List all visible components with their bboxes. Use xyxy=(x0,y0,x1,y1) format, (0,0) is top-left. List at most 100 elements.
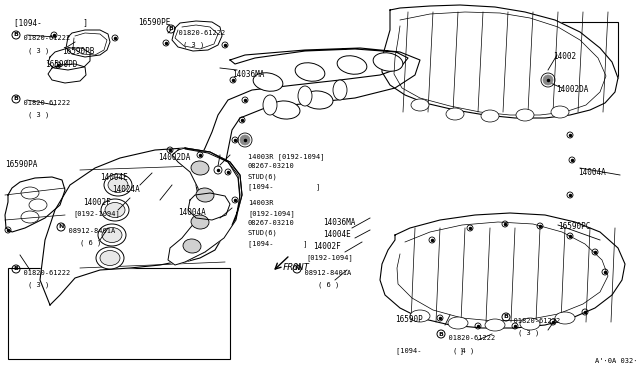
Text: A'·0A 032·: A'·0A 032· xyxy=(595,358,637,364)
Text: 08912-8401A: 08912-8401A xyxy=(60,228,115,234)
Text: 16590PD: 16590PD xyxy=(45,60,77,69)
Ellipse shape xyxy=(448,317,468,329)
Text: 16590P: 16590P xyxy=(395,315,423,324)
Ellipse shape xyxy=(191,161,209,175)
Ellipse shape xyxy=(98,224,126,246)
Text: 01820-61222: 01820-61222 xyxy=(15,270,70,276)
Text: 14002DA: 14002DA xyxy=(556,85,588,94)
Text: ( 3 ): ( 3 ) xyxy=(183,42,204,48)
Text: 16590PC: 16590PC xyxy=(558,222,590,231)
Circle shape xyxy=(240,135,250,145)
Ellipse shape xyxy=(520,318,540,330)
Text: B: B xyxy=(438,331,444,337)
Text: ( 3 ): ( 3 ) xyxy=(28,112,49,119)
Polygon shape xyxy=(168,148,240,265)
Text: [0192-1094]: [0192-1094] xyxy=(306,254,353,261)
Ellipse shape xyxy=(485,319,505,331)
Text: 14002: 14002 xyxy=(553,52,576,61)
Text: B: B xyxy=(13,96,19,102)
Text: [1094-         ]: [1094- ] xyxy=(14,18,88,27)
Text: [0192-1094]: [0192-1094] xyxy=(73,210,120,217)
Ellipse shape xyxy=(333,80,347,100)
Ellipse shape xyxy=(298,86,312,106)
Text: 14002DA: 14002DA xyxy=(158,153,190,162)
Text: 14004A: 14004A xyxy=(578,168,605,177)
Text: 01820-61222: 01820-61222 xyxy=(15,100,70,106)
Text: [1094-          ]: [1094- ] xyxy=(248,183,320,190)
Text: 14002F: 14002F xyxy=(313,242,340,251)
Text: N: N xyxy=(58,224,64,230)
Text: [1094-       ]: [1094- ] xyxy=(248,240,307,247)
Text: 01820-61222: 01820-61222 xyxy=(440,335,495,341)
Text: B: B xyxy=(13,266,19,272)
Ellipse shape xyxy=(102,228,122,243)
Bar xyxy=(394,22,618,78)
Text: 14004E: 14004E xyxy=(100,173,128,182)
Ellipse shape xyxy=(337,56,367,74)
Text: 08267-03210: 08267-03210 xyxy=(248,163,295,169)
Bar xyxy=(8,268,230,359)
Text: 14002F: 14002F xyxy=(83,198,111,207)
Text: 14024A: 14024A xyxy=(112,185,140,194)
Text: 01820-61222: 01820-61222 xyxy=(505,318,560,324)
Circle shape xyxy=(543,75,553,85)
Polygon shape xyxy=(5,177,65,232)
Polygon shape xyxy=(48,48,90,70)
Text: FRONT: FRONT xyxy=(283,263,310,272)
Text: 16590PB: 16590PB xyxy=(62,47,94,56)
Ellipse shape xyxy=(196,188,214,202)
Polygon shape xyxy=(382,5,618,118)
Text: 16590PA: 16590PA xyxy=(5,160,37,169)
Text: 16590PE: 16590PE xyxy=(138,18,170,27)
Ellipse shape xyxy=(96,247,124,269)
Ellipse shape xyxy=(270,101,300,119)
Text: ( 3 ): ( 3 ) xyxy=(28,282,49,289)
Polygon shape xyxy=(188,193,230,220)
Text: [0192-1094]: [0192-1094] xyxy=(248,210,295,217)
Ellipse shape xyxy=(481,110,499,122)
Ellipse shape xyxy=(303,91,333,109)
Text: N: N xyxy=(294,266,300,272)
Text: 08267-03210: 08267-03210 xyxy=(248,220,295,226)
Ellipse shape xyxy=(411,99,429,111)
Ellipse shape xyxy=(29,199,47,211)
Ellipse shape xyxy=(410,310,430,322)
Ellipse shape xyxy=(446,108,464,120)
Ellipse shape xyxy=(105,202,125,218)
Ellipse shape xyxy=(516,109,534,121)
Text: B: B xyxy=(13,32,19,38)
Ellipse shape xyxy=(263,95,277,115)
Polygon shape xyxy=(172,21,222,51)
Text: B: B xyxy=(504,314,508,320)
Ellipse shape xyxy=(21,187,39,199)
Text: ( 3 ): ( 3 ) xyxy=(518,330,540,337)
Ellipse shape xyxy=(100,250,120,266)
Ellipse shape xyxy=(295,63,325,81)
Text: B: B xyxy=(168,26,173,32)
Text: 01820-61222: 01820-61222 xyxy=(15,35,70,41)
Text: 14003R [0192-1094]: 14003R [0192-1094] xyxy=(248,153,324,160)
Ellipse shape xyxy=(104,174,132,196)
Polygon shape xyxy=(48,64,86,83)
Ellipse shape xyxy=(373,53,403,71)
Ellipse shape xyxy=(555,312,575,324)
Ellipse shape xyxy=(108,177,128,192)
Ellipse shape xyxy=(253,73,283,91)
Text: STUD(6): STUD(6) xyxy=(248,173,278,180)
Text: 14004A: 14004A xyxy=(178,208,205,217)
Text: ( 6 ): ( 6 ) xyxy=(318,282,339,289)
Text: ( 3 ): ( 3 ) xyxy=(28,47,49,54)
Text: 14004E: 14004E xyxy=(323,230,351,239)
Text: 01820-61222: 01820-61222 xyxy=(170,30,225,36)
Ellipse shape xyxy=(191,215,209,229)
Text: 14003R: 14003R xyxy=(248,200,273,206)
Polygon shape xyxy=(180,48,420,262)
Text: STUD(6): STUD(6) xyxy=(248,230,278,237)
Text: ( 4 ): ( 4 ) xyxy=(453,347,474,353)
Text: 14036MA: 14036MA xyxy=(323,218,355,227)
Polygon shape xyxy=(380,213,625,328)
Ellipse shape xyxy=(551,106,569,118)
Text: 14036MA: 14036MA xyxy=(232,70,264,79)
Text: ( 6 ): ( 6 ) xyxy=(80,240,101,247)
Ellipse shape xyxy=(21,211,39,223)
